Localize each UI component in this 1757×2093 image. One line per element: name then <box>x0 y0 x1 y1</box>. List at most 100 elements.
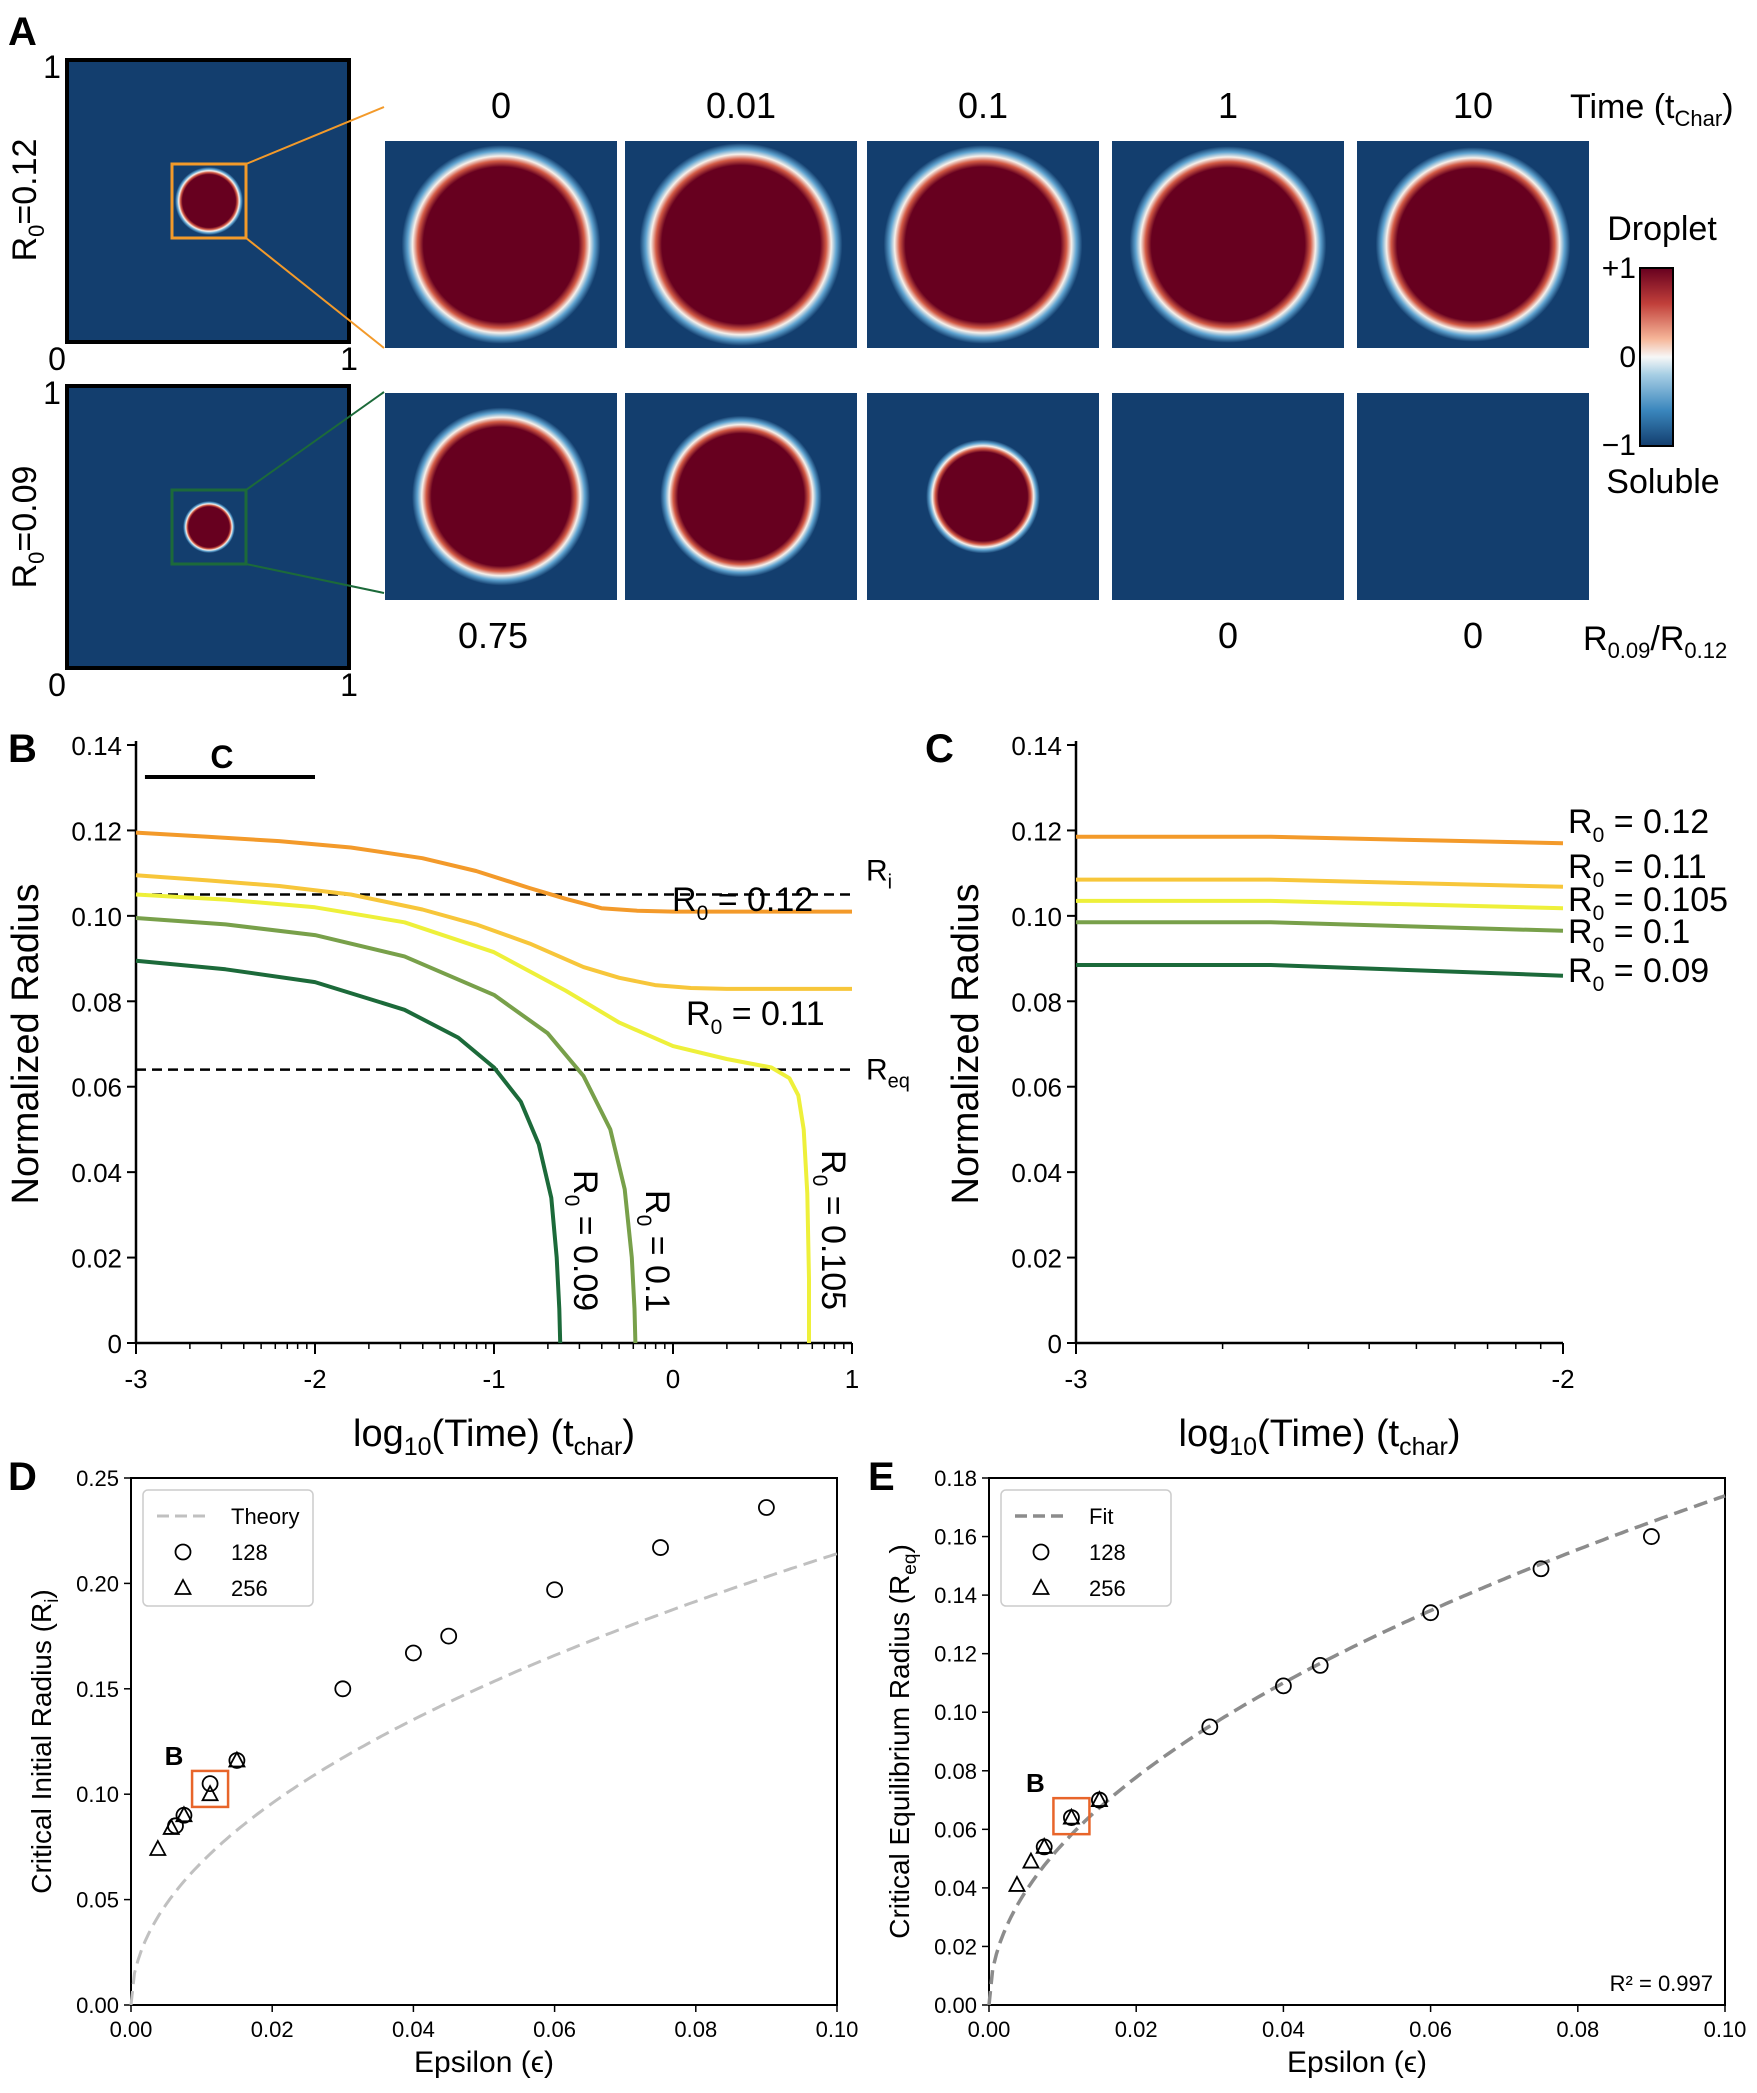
tile-bottom-0 <box>385 393 617 600</box>
panel-letter-e: E <box>868 1455 895 1499</box>
series-label-r0105: R0 = 0.105 <box>808 1150 852 1310</box>
row-label-bottom: R0=0.09 <box>6 466 49 589</box>
y-tick-label: 0.12 <box>934 1642 977 1667</box>
tile-top-0 <box>385 141 617 348</box>
series-line <box>1076 963 1564 978</box>
time-label: 0.01 <box>706 85 776 126</box>
colorbar: Droplet Soluble +1 0 −1 <box>1602 210 1720 501</box>
series-label: R0 = 0.11 <box>1568 848 1707 892</box>
time-label: 1 <box>1218 85 1238 126</box>
x-tick-label: 0.10 <box>1704 2017 1747 2042</box>
series-label: R0 = 0.105 <box>1568 881 1728 925</box>
row-label-top: R0=0.12 <box>6 139 49 262</box>
colorbar-tick-0: 0 <box>1619 341 1636 374</box>
highlight-label: B <box>1026 1768 1045 1798</box>
tile-top-4 <box>1357 141 1589 348</box>
ratio-value: 0 <box>1218 615 1238 656</box>
y-tick-label: 0.06 <box>71 1073 122 1103</box>
data-point-triangle <box>1035 1836 1054 1854</box>
r-squared-label: R² = 0.997 <box>1610 1971 1713 1996</box>
droplet-circle <box>883 145 1083 344</box>
y-tick-label: 0.14 <box>1011 731 1062 761</box>
x-tick-label: 0.08 <box>1556 2017 1599 2042</box>
panel-letter-c: C <box>925 727 954 771</box>
legend-label: 256 <box>231 1576 268 1601</box>
legend-label: 256 <box>1089 1576 1126 1601</box>
data-point-circle <box>652 1539 669 1556</box>
legend-label: Fit <box>1089 1504 1113 1529</box>
tile-top-3 <box>1112 141 1344 348</box>
overview-bottom-y1: 1 <box>43 375 61 411</box>
series-line <box>135 958 563 1344</box>
y-tick-label: 0.08 <box>71 987 122 1017</box>
y-tick-label: 0.08 <box>1011 987 1062 1017</box>
y-tick-label: 0.18 <box>934 1466 977 1491</box>
zoom-box-top <box>170 162 248 240</box>
y-tick-label: 0.16 <box>934 1525 977 1550</box>
y-tick-label: 0.10 <box>71 902 122 932</box>
x-axis-label: log10(Time) (tchar) <box>1179 1413 1461 1461</box>
colorbar-tick-minus1: −1 <box>1602 429 1636 462</box>
series-line <box>1076 898 1564 911</box>
data-point-triangle <box>162 1818 181 1835</box>
overview-top: 1 0 1 <box>43 49 385 377</box>
droplet-circle <box>411 407 591 586</box>
data-point-circle <box>201 1775 219 1793</box>
colorbar-tick-plus1: +1 <box>1602 252 1636 285</box>
data-point-circle <box>1532 1560 1550 1578</box>
time-header: Time (tChar) <box>1570 88 1734 131</box>
panel-letter-d: D <box>8 1455 37 1499</box>
y-tick-label: 0.04 <box>934 1876 977 1901</box>
overview-top-x0: 0 <box>48 341 66 377</box>
x-tick-label: -3 <box>124 1364 147 1394</box>
theory-curve <box>987 1494 1726 2006</box>
ratio-header: R0.09/R0.12 <box>1583 620 1727 663</box>
x-tick-label: 1 <box>845 1364 859 1394</box>
series-label-r009: R0 = 0.09 <box>560 1170 604 1311</box>
ratio-value: 0 <box>1463 615 1483 656</box>
series-label: R0 = 0.09 <box>1568 952 1709 996</box>
y-tick-label: 0.05 <box>76 1888 119 1913</box>
y-tick-label: 0.00 <box>934 1993 977 2018</box>
legend-box <box>142 1489 314 1607</box>
threshold-label: Ri <box>866 855 892 894</box>
zoom-box-bottom <box>170 488 248 566</box>
legend-label: 128 <box>1089 1540 1126 1565</box>
x-tick-label: 0.10 <box>816 2017 859 2042</box>
time-label: 0 <box>491 85 511 126</box>
data-point-triangle <box>1007 1875 1026 1892</box>
series-line <box>135 830 852 914</box>
series-label-r010: R0 = 0.1 <box>632 1190 676 1312</box>
plot-frame <box>130 1477 838 2006</box>
x-tick-label: -2 <box>303 1364 326 1394</box>
y-tick-label: 0.08 <box>934 1759 977 1784</box>
x-tick-label: 0.02 <box>251 2017 294 2042</box>
x-tick-label: 0.04 <box>1262 2017 1305 2042</box>
data-point-triangle <box>148 1839 167 1856</box>
highlight-box <box>190 1769 230 1809</box>
tile-top-1 <box>625 141 857 348</box>
series-line <box>135 892 811 1343</box>
panel-letter-a: A <box>8 10 37 54</box>
data-point-triangle <box>1021 1851 1040 1869</box>
x-tick-label: 0.02 <box>1115 2017 1158 2042</box>
data-point-triangle <box>1062 1807 1081 1825</box>
overview-bottom: 1 0 1 <box>43 375 385 703</box>
x-tick-label: 0.00 <box>968 2017 1011 2042</box>
x-tick-label: -2 <box>1551 1364 1574 1394</box>
y-tick-label: 0.10 <box>934 1700 977 1725</box>
data-point-circle <box>546 1581 563 1599</box>
y-axis-label: Normalized Radius <box>5 883 47 1204</box>
tile-bottom-1 <box>625 393 857 600</box>
highlight-label: B <box>165 1741 184 1771</box>
series-line <box>135 873 852 991</box>
y-tick-label: 0.04 <box>71 1158 122 1188</box>
x-axis-label: Epsilon (ϵ) <box>414 2046 554 2079</box>
chart-b: 0 0.02 0.04 0.06 0.08 0.10 0.12 0.14 -3 -2 -1 0 1 log… <box>5 731 910 1461</box>
highlight-box <box>1052 1796 1091 1836</box>
overview-bottom-x0: 0 <box>48 667 66 703</box>
tile-bottom-3 <box>1112 393 1344 600</box>
overview-top-y1: 1 <box>43 49 61 85</box>
overview-top-x1: 1 <box>340 341 358 377</box>
y-tick-label: 0.02 <box>934 1934 977 1959</box>
